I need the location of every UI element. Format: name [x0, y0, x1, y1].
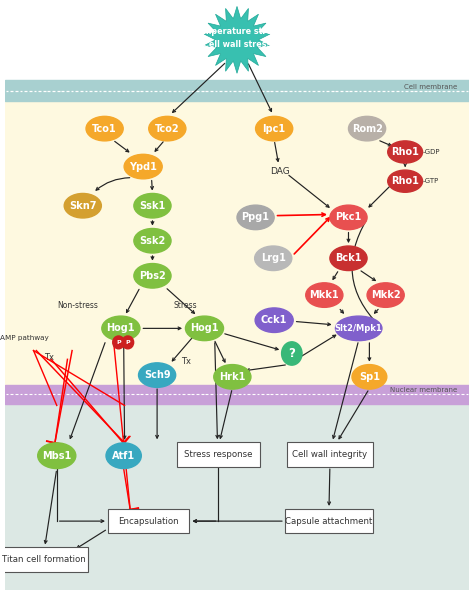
- Ellipse shape: [106, 443, 141, 468]
- Text: Pbs2: Pbs2: [139, 271, 166, 281]
- Text: Mkk1: Mkk1: [310, 290, 339, 300]
- Ellipse shape: [113, 336, 124, 349]
- Text: -GTP: -GTP: [423, 178, 439, 184]
- Ellipse shape: [388, 170, 423, 193]
- Text: Skn7: Skn7: [69, 201, 97, 211]
- Ellipse shape: [237, 205, 274, 229]
- Ellipse shape: [134, 263, 171, 288]
- Ellipse shape: [214, 365, 251, 389]
- Ellipse shape: [149, 116, 186, 141]
- Text: ?: ?: [288, 347, 295, 360]
- Text: Non-stress: Non-stress: [58, 300, 99, 309]
- Bar: [5, 395, 469, 590]
- Ellipse shape: [330, 205, 367, 229]
- Text: Tx: Tx: [44, 353, 54, 362]
- Ellipse shape: [255, 116, 293, 141]
- Text: Hog1: Hog1: [190, 324, 219, 333]
- Text: Cck1: Cck1: [261, 315, 287, 325]
- Ellipse shape: [367, 283, 404, 308]
- Ellipse shape: [102, 316, 140, 341]
- Text: Hog1: Hog1: [107, 324, 135, 333]
- Ellipse shape: [185, 316, 224, 341]
- FancyBboxPatch shape: [177, 442, 260, 467]
- Text: P: P: [116, 340, 121, 345]
- Text: Slt2/Mpk1: Slt2/Mpk1: [335, 324, 383, 333]
- Ellipse shape: [38, 443, 76, 468]
- FancyBboxPatch shape: [108, 509, 190, 533]
- Ellipse shape: [122, 336, 134, 349]
- Text: Rho1: Rho1: [391, 147, 419, 157]
- Text: cAMP pathway: cAMP pathway: [0, 335, 49, 341]
- Ellipse shape: [306, 283, 343, 308]
- Text: Ypd1: Ypd1: [129, 162, 157, 172]
- Text: Bck1: Bck1: [335, 253, 362, 263]
- Text: Cell wall stress: Cell wall stress: [203, 40, 271, 49]
- Text: Rom2: Rom2: [352, 123, 383, 134]
- Text: Titan cell formation: Titan cell formation: [2, 555, 86, 564]
- Text: Capsule attachment: Capsule attachment: [285, 517, 373, 526]
- Bar: [5, 6, 469, 91]
- Ellipse shape: [348, 116, 386, 141]
- Text: -GDP: -GDP: [423, 149, 440, 155]
- Ellipse shape: [336, 316, 382, 341]
- Text: Mbs1: Mbs1: [42, 451, 72, 461]
- Bar: [5, 80, 469, 101]
- FancyBboxPatch shape: [285, 509, 373, 533]
- Text: Sp1: Sp1: [359, 372, 380, 382]
- Ellipse shape: [138, 363, 176, 387]
- Ellipse shape: [86, 116, 123, 141]
- Ellipse shape: [282, 342, 302, 365]
- Bar: [5, 91, 469, 395]
- Text: Ipc1: Ipc1: [263, 123, 286, 134]
- Ellipse shape: [388, 141, 423, 163]
- Text: Hrk1: Hrk1: [219, 372, 246, 382]
- Text: Ppg1: Ppg1: [242, 212, 270, 222]
- Text: Stress: Stress: [173, 300, 197, 309]
- Ellipse shape: [134, 228, 171, 253]
- Text: Stress response: Stress response: [184, 450, 253, 459]
- FancyBboxPatch shape: [0, 547, 88, 572]
- Text: Lrg1: Lrg1: [261, 253, 286, 263]
- Text: Sch9: Sch9: [144, 370, 171, 380]
- Ellipse shape: [352, 365, 387, 389]
- FancyBboxPatch shape: [287, 442, 373, 467]
- Ellipse shape: [134, 194, 171, 218]
- Ellipse shape: [255, 246, 292, 271]
- Text: Atf1: Atf1: [112, 451, 135, 461]
- Text: Cell membrane: Cell membrane: [404, 83, 457, 89]
- Polygon shape: [204, 7, 270, 73]
- Text: DAG: DAG: [270, 167, 290, 176]
- Text: Temperature stress: Temperature stress: [193, 27, 281, 36]
- Ellipse shape: [124, 154, 162, 179]
- Text: Nuclear membrane: Nuclear membrane: [391, 387, 457, 393]
- Text: Ssk2: Ssk2: [139, 236, 165, 246]
- Text: Tco1: Tco1: [92, 123, 117, 134]
- Ellipse shape: [255, 308, 293, 333]
- Text: Tco2: Tco2: [155, 123, 180, 134]
- Bar: [5, 385, 469, 403]
- Text: Tx: Tx: [181, 356, 191, 365]
- Text: Mkk2: Mkk2: [371, 290, 401, 300]
- Text: Ssk1: Ssk1: [139, 201, 165, 211]
- Ellipse shape: [64, 194, 101, 218]
- Text: P: P: [126, 340, 130, 345]
- Text: Pkc1: Pkc1: [336, 212, 362, 222]
- Text: Encapsulation: Encapsulation: [118, 517, 179, 526]
- Ellipse shape: [330, 246, 367, 271]
- Text: Rho1: Rho1: [391, 176, 419, 186]
- Text: Cell wall integrity: Cell wall integrity: [292, 450, 367, 459]
